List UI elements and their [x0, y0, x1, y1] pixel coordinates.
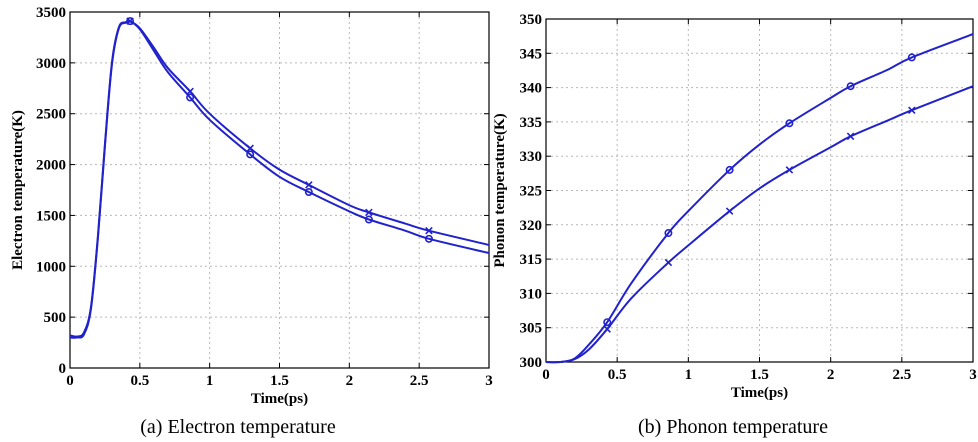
data-point-cross [305, 181, 313, 189]
data-point-circle [785, 119, 794, 128]
x-tick-label: 0 [66, 373, 74, 389]
y-axis-label: Electron temperature(K) [10, 110, 26, 270]
x-tick-label: 1 [685, 367, 693, 383]
series-line-1 [545, 33, 974, 364]
series-line-2 [545, 85, 974, 364]
y-tick-label: 340 [520, 81, 543, 97]
y-tick-label: 2000 [36, 158, 66, 174]
x-axis-label: Time(ps) [251, 391, 308, 407]
y-tick-label: 3000 [36, 56, 66, 72]
x-tick-label: 1 [206, 373, 214, 389]
y-tick-label: 300 [520, 355, 543, 371]
data-point-cross [365, 208, 373, 217]
y-tick-label: 320 [520, 218, 543, 234]
y-tick-label: 345 [520, 46, 543, 62]
data-point-circle [304, 188, 313, 197]
y-tick-label: 305 [520, 321, 543, 337]
y-tick-label: 2500 [36, 107, 66, 123]
y-axis-label: Phonon temperature(K) [492, 113, 508, 267]
y-tick-label: 330 [520, 149, 543, 165]
data-point-circle [186, 93, 195, 102]
x-tick-label: 2 [346, 373, 354, 389]
y-tick-label: 0 [59, 361, 67, 377]
y-tick-label: 325 [520, 184, 543, 200]
x-tick-label: 2 [827, 367, 835, 383]
data-point-circle [603, 318, 612, 327]
data-point-cross [603, 325, 611, 333]
data-point-circle [664, 229, 673, 238]
data-point-circle [846, 82, 855, 91]
y-tick-label: 350 [520, 12, 543, 28]
y-tick-label: 1000 [36, 259, 66, 275]
data-point-cross [186, 87, 194, 96]
plot-frame [69, 11, 490, 369]
x-tick-label: 3 [485, 373, 493, 389]
x-tick-label: 1.5 [270, 373, 289, 389]
x-tick-label: 2.5 [410, 373, 429, 389]
x-tick-label: 1.5 [750, 367, 769, 383]
data-point-cross [846, 132, 855, 141]
x-tick-label: 2.5 [892, 367, 911, 383]
series-line-2 [69, 19, 490, 339]
electron-temperature-chart: 0 0.5 1 1.5 2 2.5 3 0 500 1000 1500 2000 2500 3000 350… [10, 5, 493, 438]
y-tick-label: 310 [520, 286, 543, 302]
panel-caption: (b) Phonon temperature [638, 416, 828, 438]
x-tick-label: 3 [969, 367, 977, 383]
data-point-cross [908, 106, 916, 115]
data-point-cross [725, 207, 734, 215]
data-point-circle [725, 165, 734, 174]
y-tick-label: 315 [520, 252, 543, 268]
data-point-circle [364, 215, 373, 224]
y-tick-label: 1500 [36, 208, 66, 224]
x-tick-label: 0 [542, 367, 550, 383]
y-tick-label: 500 [44, 310, 67, 326]
data-point-circle [246, 150, 255, 159]
data-point-cross [785, 166, 794, 174]
phonon-temperature-chart: 0 0.5 1 1.5 2 2.5 3 300 305 310 315 320 325 330 335 340… [492, 12, 977, 438]
data-point-circle [126, 17, 135, 26]
data-point-cross [664, 258, 673, 267]
data-point-cross [425, 226, 433, 235]
x-tick-label: 0.5 [130, 373, 149, 389]
panel-caption: (a) Electron temperature [140, 416, 336, 438]
y-tick-label: 335 [520, 115, 543, 131]
y-tick-label: 3500 [36, 5, 66, 21]
x-axis-label: Time(ps) [731, 385, 788, 401]
x-tick-label: 0.5 [608, 367, 627, 383]
data-point-circle [424, 234, 433, 243]
data-point-circle [907, 53, 916, 62]
data-point-cross [246, 144, 254, 153]
